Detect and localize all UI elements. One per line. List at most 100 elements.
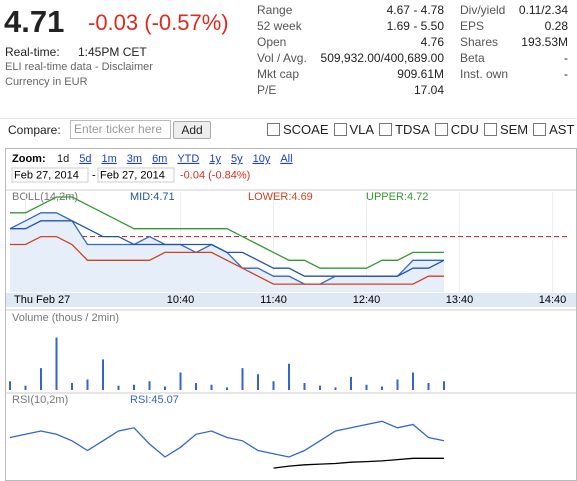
stat-label: Open [257, 35, 287, 49]
panel-title: RSI(10,2m) [12, 394, 68, 406]
zoom-link[interactable]: 10y [253, 153, 271, 165]
stat-label: P/E [257, 83, 277, 97]
date-box [11, 167, 89, 183]
ticker[interactable]: AST [549, 122, 575, 137]
volume-bar [303, 383, 306, 390]
volume-bar [133, 384, 135, 390]
date-to: Feb 27, 2014 [100, 169, 165, 181]
ticker-list: SCOAE VLA TDSA CDU SEM AST [267, 122, 577, 137]
volume-bar [71, 383, 73, 390]
volume-bar [24, 385, 27, 390]
line [10, 196, 444, 269]
stat-label: Div/yield [460, 3, 506, 17]
stat-label: Range [257, 3, 293, 17]
ticker[interactable]: TDSA [395, 122, 430, 137]
volume-bar [40, 368, 42, 390]
x-tick-label: 10:40 [167, 294, 195, 306]
ticker[interactable]: SCOAE [283, 122, 329, 137]
volume-bar [365, 384, 368, 390]
stat-label: Vol / Avg. [257, 51, 307, 65]
legend-entry: LOWER:4.69 [248, 191, 313, 203]
x-tick-label: 12:40 [353, 294, 381, 306]
stat-value: - [564, 67, 568, 81]
stat-value: - [564, 51, 568, 65]
volume-bar [272, 381, 275, 390]
x-tick-label: Thu Feb 27 [14, 294, 70, 306]
volume-bar [288, 363, 290, 390]
add-button[interactable]: Add [173, 121, 211, 139]
volume-bar [381, 386, 383, 390]
checkbox[interactable] [533, 123, 547, 136]
legend-entry: MID:4.71 [130, 191, 175, 203]
volume-bar [9, 381, 11, 390]
checkbox[interactable] [434, 123, 448, 136]
zoom-link[interactable]: 1d [57, 153, 69, 165]
ticker-checkbox[interactable]: CDU [434, 122, 479, 137]
stat-label: 52 week [257, 19, 302, 33]
zoom-link[interactable]: 6m [152, 153, 167, 165]
time-axis [6, 293, 576, 307]
range-change: -0.04 (-0.84%) [180, 169, 250, 181]
legend-entry: UPPER:4.72 [366, 191, 428, 203]
stat-label: EPS [460, 19, 485, 33]
stat-value: 193.53M [521, 35, 568, 49]
zoom-link[interactable]: YTD [177, 153, 199, 165]
ticker-input[interactable]: Enter ticker here [70, 120, 171, 139]
volume-bar [319, 385, 321, 390]
ticker[interactable]: CDU [450, 122, 479, 137]
zoom-link[interactable]: 5y [231, 153, 243, 165]
volume-bar [179, 372, 182, 390]
realtime-label: Real-time: [5, 45, 60, 59]
checkbox[interactable] [267, 123, 280, 136]
ticker-checkbox[interactable]: AST [533, 122, 575, 137]
volume-bar [102, 359, 104, 390]
stat-label: Inst. own [460, 67, 509, 81]
stat-value: 0.11/2.34 [518, 3, 568, 17]
ticker-checkbox[interactable]: SEM [483, 122, 529, 137]
stat-value: 1.69 - 5.50 [386, 19, 444, 33]
ticker[interactable]: VLA [349, 122, 375, 137]
zoom-link[interactable]: 5d [79, 153, 91, 165]
date-sep: - [92, 169, 96, 181]
compare-label: Compare: [8, 123, 61, 137]
volume-bar [334, 387, 337, 390]
ticker[interactable]: SEM [499, 122, 529, 137]
volume-bar [195, 383, 197, 390]
x-tick-label: 13:40 [446, 294, 474, 306]
volume-bar [443, 381, 445, 390]
zoom-link[interactable]: All [280, 153, 292, 165]
volume-bar [148, 381, 151, 390]
ticker-checkbox[interactable]: TDSA [379, 122, 430, 137]
volume-bar [241, 368, 244, 390]
date-box [97, 167, 175, 183]
panel-title: Volume (thous / 2min) [12, 312, 119, 324]
volume-bar [117, 385, 120, 390]
volume-bar [55, 337, 58, 390]
stat-value: 4.67 - 4.78 [386, 3, 444, 17]
volume-bar [257, 374, 259, 390]
zoom-link[interactable]: 1m [102, 153, 117, 165]
volume-bar [350, 376, 352, 390]
checkbox[interactable] [483, 123, 497, 136]
zoom-link[interactable]: 3m [127, 153, 142, 165]
checkbox[interactable] [379, 123, 393, 136]
x-tick-label: 11:40 [260, 294, 287, 306]
ticker-checkbox[interactable]: VLA [333, 122, 375, 137]
checkbox[interactable] [333, 123, 347, 136]
volume-bar [86, 379, 89, 390]
date-from: Feb 27, 2014 [14, 169, 79, 181]
line [10, 220, 445, 277]
volume-bar [427, 383, 430, 390]
panel-title: BOLL(14,2m) [12, 191, 78, 203]
stat-value: 17.04 [413, 83, 444, 97]
line [9, 420, 445, 458]
ticker-checkbox[interactable]: SCOAE [267, 122, 329, 137]
volume-bar [210, 384, 213, 390]
source[interactable]: ELI real-time data - Disclaimer [5, 61, 153, 73]
zoom-link[interactable]: 1y [209, 153, 221, 165]
volume-bar [164, 386, 166, 390]
currency: Currency in EUR [5, 76, 88, 88]
x-tick-label: 14:40 [539, 294, 567, 306]
